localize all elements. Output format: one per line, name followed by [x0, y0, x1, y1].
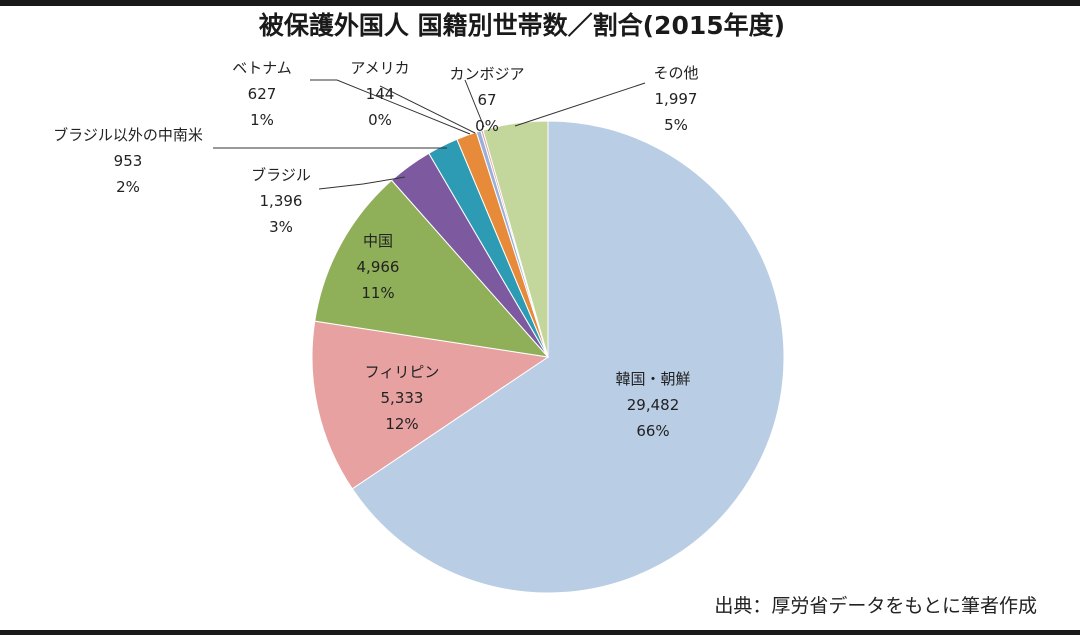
slice-8-percent-label: 5% — [664, 116, 688, 134]
slice-5-percent-label: 1% — [250, 111, 274, 129]
slice-4-name-label: ブラジル以外の中南米 — [53, 126, 203, 144]
slice-3-name-label: ブラジル — [251, 166, 311, 184]
slice-1-name-label: フィリピン — [365, 363, 440, 381]
slice-5-value-label: 627 — [248, 85, 277, 103]
slice-7-name-label: カンボジア — [449, 65, 524, 83]
slice-7-percent-label: 0% — [475, 117, 499, 135]
source-note: 出典：厚労省データをもとに筆者作成 — [714, 595, 1037, 617]
slice-1-wedge — [311, 320, 550, 490]
slice-0-value-label: 29,482 — [627, 396, 680, 414]
slice-2-name-label: 中国 — [363, 232, 393, 250]
slice-6-name-label: アメリカ — [350, 59, 409, 77]
slice-3-leader-line — [318, 176, 406, 190]
slice-5-leader-line — [310, 79, 471, 135]
slice-0-name-label: 韓国・朝鮮 — [615, 370, 690, 388]
pie-chart: 被保護外国人 国籍別世帯数／割合(2015年度) 韓国・朝鮮 29,482 66% フ… — [53, 11, 1037, 617]
slice-7-value-label: 67 — [477, 91, 496, 109]
slice-4-percent-label: 2% — [116, 178, 140, 196]
pie-slices — [311, 120, 785, 594]
slice-6-percent-label: 0% — [368, 111, 392, 129]
slice-1-value-label: 5,333 — [381, 389, 424, 407]
slice-0-wedge — [351, 120, 785, 594]
slice-3-value-label: 1,396 — [260, 192, 303, 210]
slice-1-percent-label: 12% — [385, 415, 418, 433]
slice-8-leader-line — [514, 82, 646, 127]
slice-6-value-label: 144 — [366, 85, 395, 103]
slice-2-percent-label: 11% — [361, 284, 394, 302]
slice-8-name-label: その他 — [653, 64, 698, 82]
slice-2-value-label: 4,966 — [357, 258, 400, 276]
slice-8-value-label: 1,997 — [655, 90, 698, 108]
slice-3-percent-label: 3% — [269, 218, 293, 236]
slice-6-leader-line — [379, 85, 476, 134]
slice-5-name-label: ベトナム — [232, 59, 292, 77]
chart-title: 被保護外国人 国籍別世帯数／割合(2015年度) — [259, 11, 785, 40]
slice-labels: 韓国・朝鮮 29,482 66% フィリピン 5,333 12% 中国 4,966 11% ブラジ… — [53, 59, 698, 440]
slice-7-leader-line — [464, 79, 485, 128]
slice-8-wedge — [482, 120, 549, 358]
slice-4-value-label: 953 — [114, 152, 143, 170]
chart-frame: 被保護外国人 国籍別世帯数／割合(2015年度) 韓国・朝鮮 29,482 66% フ… — [0, 6, 1080, 630]
slice-2-wedge — [314, 179, 550, 358]
leader-lines — [213, 79, 646, 190]
slice-0-percent-label: 66% — [636, 422, 669, 440]
